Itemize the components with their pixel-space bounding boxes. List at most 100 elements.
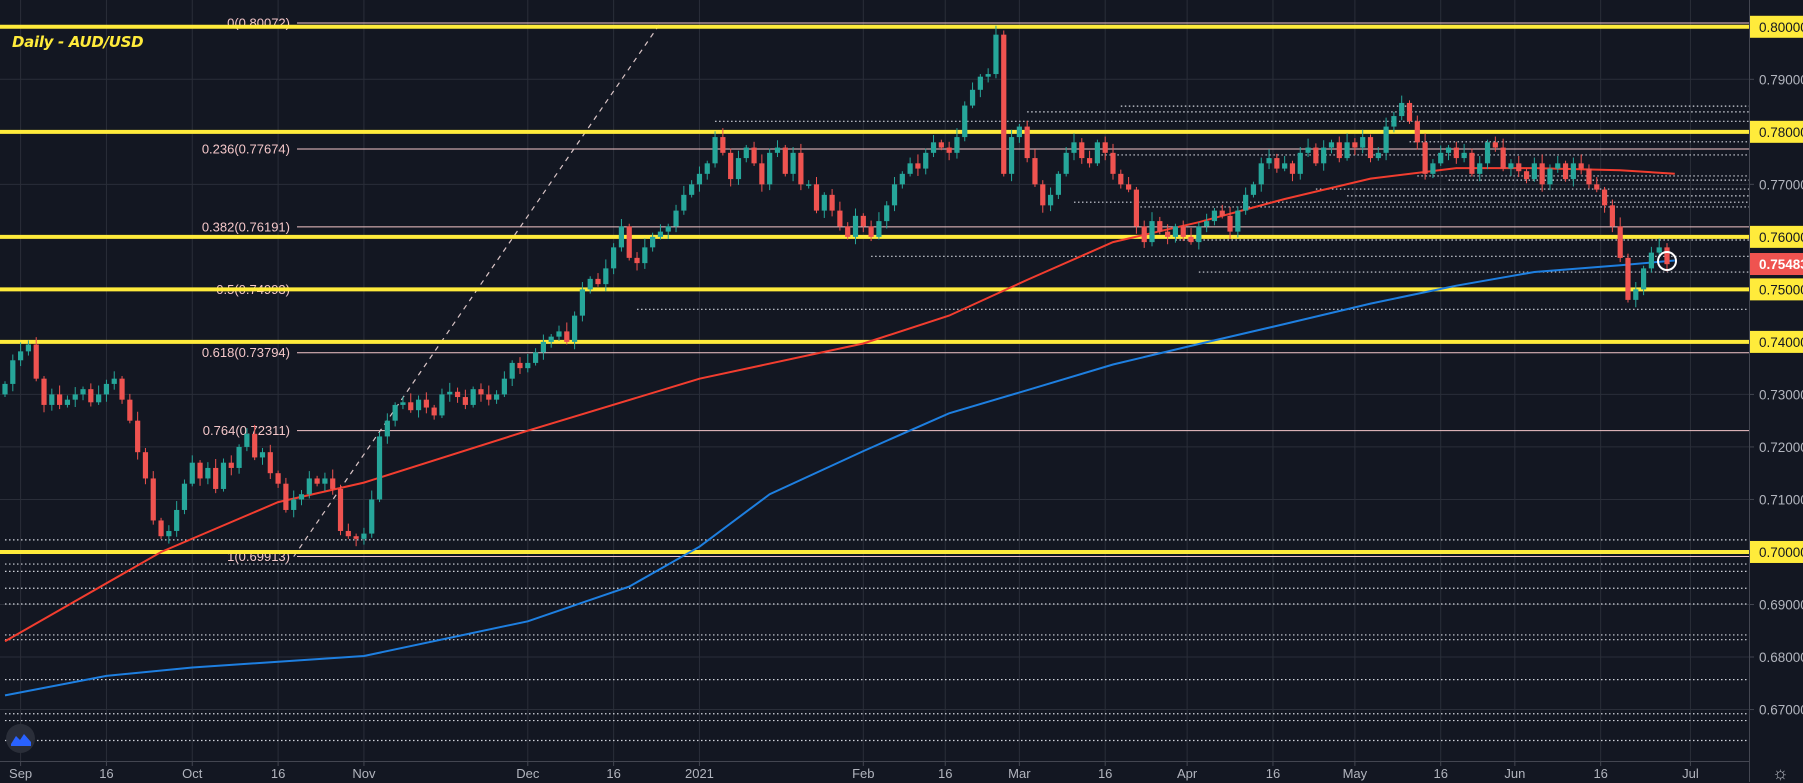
candle-body-down <box>1594 184 1600 190</box>
candle-body-up <box>1321 147 1327 164</box>
tradingview-logo-icon[interactable] <box>6 724 35 753</box>
candle-body-up <box>790 152 796 174</box>
candle-body-down <box>158 520 164 537</box>
candle-body-down <box>860 215 866 227</box>
candle <box>665 223 671 239</box>
candle <box>400 396 406 410</box>
candle-body-down <box>751 147 757 164</box>
last-candle-marker <box>1657 251 1677 272</box>
candle-body-up <box>1633 289 1639 300</box>
candle <box>930 134 937 158</box>
candle-body-up <box>657 231 664 237</box>
candle <box>135 411 141 460</box>
candle <box>1469 148 1475 177</box>
candle <box>220 458 227 492</box>
candle <box>540 334 546 360</box>
candle-body-up <box>174 509 180 531</box>
candle-body-up <box>49 394 55 405</box>
candle-body-up <box>2 383 8 395</box>
candle <box>478 383 484 402</box>
candle <box>25 340 32 356</box>
candle <box>728 148 734 187</box>
candle <box>33 337 39 382</box>
grid <box>0 0 1749 761</box>
horizontal-levels[interactable] <box>0 24 1749 554</box>
candle <box>899 171 905 189</box>
candle <box>681 185 687 215</box>
candle <box>845 222 851 240</box>
candle-body-down <box>1219 210 1225 216</box>
time-axis-background <box>0 761 1749 782</box>
candle-body-up <box>642 247 648 264</box>
candle-body-down <box>1110 152 1116 174</box>
fib-level-label: 0.618(0.73794) <box>202 345 290 360</box>
candle <box>572 311 578 350</box>
candle-body-up <box>1383 126 1389 153</box>
candle-body-down <box>57 394 63 405</box>
candle <box>915 154 921 176</box>
candle-body-down <box>759 163 765 185</box>
candle <box>1219 204 1225 219</box>
candle-body-down <box>478 389 484 395</box>
candle-body-down <box>228 462 234 468</box>
candle-body-down <box>1492 142 1498 148</box>
candle <box>1508 159 1514 176</box>
candle <box>891 176 898 212</box>
candle-body-up <box>259 452 266 458</box>
candle-body-up <box>1055 173 1061 195</box>
candle <box>439 388 445 419</box>
candle-body-up <box>10 360 16 384</box>
candle <box>634 252 640 271</box>
candle-body-up <box>525 362 531 369</box>
candle-body-up <box>954 137 960 153</box>
candle <box>189 455 195 487</box>
candle <box>751 141 757 166</box>
candle <box>244 428 250 452</box>
time-tick-label: 16 <box>1433 766 1447 781</box>
candle-body-down <box>1609 205 1615 227</box>
candle-body-up <box>1016 126 1022 138</box>
price-tick-label: 0.78000 <box>1759 125 1803 140</box>
candle-body-up <box>1640 268 1647 290</box>
candle-body-up <box>103 383 110 395</box>
candle-body-down <box>1453 147 1459 159</box>
candle <box>1609 199 1615 233</box>
candle-body-down <box>353 536 359 539</box>
price-tick-label: 0.67000 <box>1759 703 1803 718</box>
candle-body-up <box>205 467 211 479</box>
settings-gear-icon[interactable]: ☼ <box>1772 763 1789 783</box>
candle <box>626 223 632 261</box>
candle <box>532 348 539 366</box>
candle-body-up <box>1484 142 1491 164</box>
candle <box>1211 207 1218 226</box>
candle <box>1453 141 1459 164</box>
candle <box>595 273 601 287</box>
price-tick-label: 0.80000 <box>1759 20 1803 35</box>
candle-body-up <box>400 402 406 405</box>
candle <box>1008 129 1015 182</box>
candle-body-up <box>650 236 656 248</box>
candle <box>447 382 453 402</box>
candle <box>938 139 944 151</box>
candle <box>1126 176 1132 193</box>
candle <box>860 213 866 233</box>
candle-body-up <box>1391 116 1397 127</box>
candle-body-down <box>1523 171 1530 180</box>
candle-body-up <box>166 530 172 537</box>
candle-body-down <box>1102 142 1108 153</box>
time-tick-label: Apr <box>1177 766 1198 781</box>
last-price-label: 0.75483 <box>1759 257 1803 272</box>
candle <box>1172 223 1179 243</box>
candle-body-down <box>41 378 47 405</box>
candle <box>49 388 55 411</box>
candle-body-up <box>509 362 515 379</box>
candle <box>57 385 63 410</box>
candle-body-up <box>681 194 687 211</box>
candle-body-up <box>447 391 453 395</box>
candle <box>252 424 258 461</box>
candle-body-down <box>829 194 835 211</box>
candle-body-up <box>306 478 312 495</box>
candle <box>767 148 773 191</box>
